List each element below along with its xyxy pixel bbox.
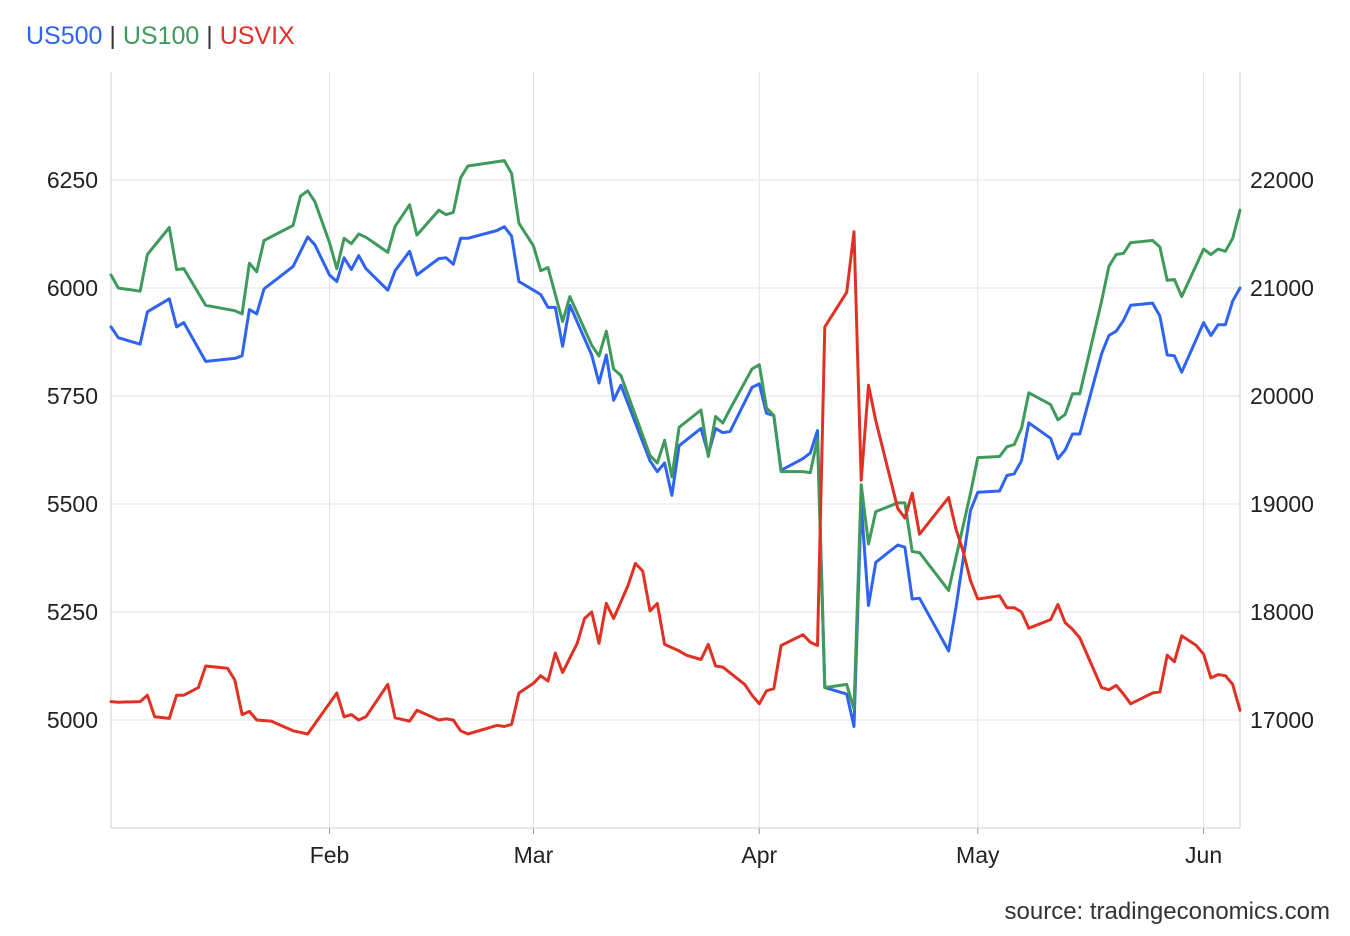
- x-tick-label: Apr: [741, 842, 777, 868]
- legend-separator: |: [102, 22, 123, 50]
- series-lines: [109, 159, 1242, 736]
- x-tick-label: May: [956, 842, 1000, 868]
- y-left-tick-label: 5000: [47, 707, 98, 733]
- legend-us500[interactable]: US500: [26, 22, 103, 50]
- x-tick-label: Jun: [1185, 842, 1222, 868]
- series-line-usvix: [109, 230, 1242, 736]
- series-line-us500: [109, 225, 1242, 728]
- y-left-tick-label: 6000: [47, 275, 98, 301]
- y-left-tick-label: 6250: [47, 167, 98, 193]
- chart-legend: US500 | US100 | USVIX: [26, 20, 295, 52]
- x-tick-label: Mar: [514, 842, 554, 868]
- y-right-tick-label: 22000: [1250, 167, 1314, 193]
- y-right-tick-label: 17000: [1250, 707, 1314, 733]
- x-tick-label: Feb: [310, 842, 350, 868]
- y-right-tick-label: 21000: [1250, 275, 1314, 301]
- legend-separator: |: [199, 22, 220, 50]
- source-label[interactable]: source: tradingeconomics.com: [1004, 898, 1330, 925]
- tick-labels: 5000 5250 5500 5750 6000 6250 17000 18000 19000 2…: [47, 167, 1314, 868]
- legend-us100[interactable]: US100: [122, 22, 200, 50]
- y-left-tick-label: 5750: [47, 383, 98, 409]
- y-left-tick-label: 5250: [47, 599, 98, 625]
- legend-usvix[interactable]: USVIX: [219, 22, 295, 50]
- y-right-tick-label: 18000: [1250, 599, 1314, 625]
- y-right-tick-label: 20000: [1250, 383, 1314, 409]
- y-left-tick-label: 5500: [47, 491, 98, 517]
- series-line-us100: [109, 159, 1242, 711]
- y-right-tick-label: 19000: [1250, 491, 1314, 517]
- line-chart: 5000 5250 5500 5750 6000 6250 17000 18000 19000 2…: [47, 72, 1314, 868]
